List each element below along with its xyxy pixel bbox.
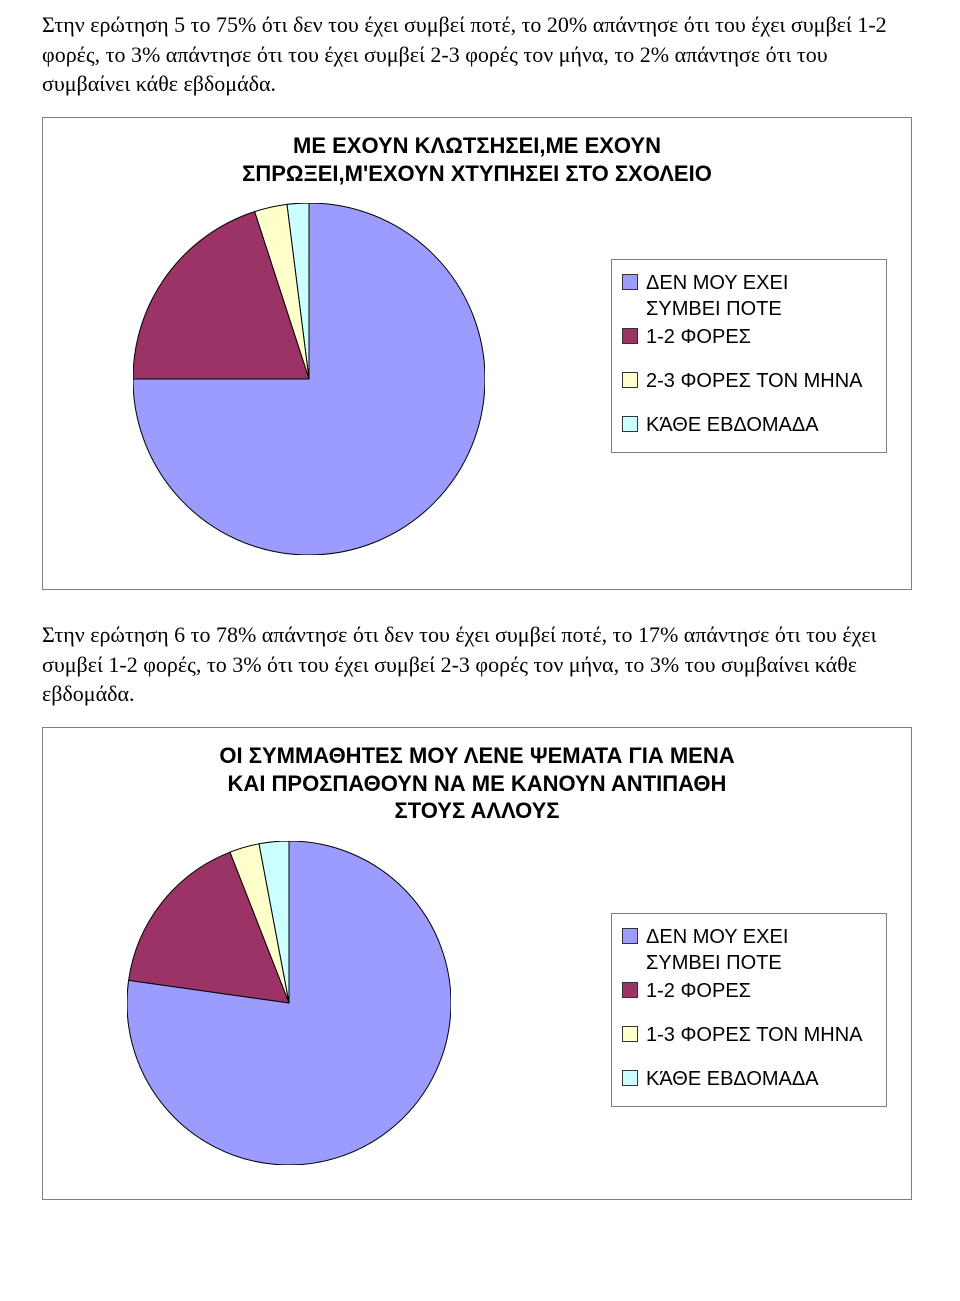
legend-item: 2-3 ΦΟΡΕΣ ΤΟΝ ΜΗΝΑ [622,368,872,394]
legend-item: ΚΆΘΕ ΕΒΔΟΜΑΔΑ [622,1066,872,1092]
legend-group: 1-3 ΦΟΡΕΣ ΤΟΝ ΜΗΝΑ [622,1022,872,1048]
chart-title-q5: ΜΕ ΕΧΟΥΝ ΚΛΩΤΣΗΣΕΙ,ΜΕ ΕΧΟΥΝ ΣΠΡΩΞΕΙ,Μ'ΕΧ… [43,132,911,187]
document-page: Στην ερώτηση 5 το 75% ότι δεν του έχει σ… [0,0,960,1301]
chart-frame-q5: ΜΕ ΕΧΟΥΝ ΚΛΩΤΣΗΣΕΙ,ΜΕ ΕΧΟΥΝ ΣΠΡΩΞΕΙ,Μ'ΕΧ… [42,117,912,590]
legend-swatch [622,1070,638,1086]
legend-swatch [622,328,638,344]
legend-label: ΔΕΝ ΜΟΥ ΕΧΕΙ ΣΥΜΒΕΙ ΠΟΤΕ [646,270,872,322]
paragraph-q5: Στην ερώτηση 5 το 75% ότι δεν του έχει σ… [42,10,918,99]
legend-swatch [622,1026,638,1042]
legend-swatch [622,928,638,944]
pie-holder-q5 [133,203,485,555]
legend-group: ΚΆΘΕ ΕΒΔΟΜΑΔΑ [622,1066,872,1092]
legend-item: 1-3 ΦΟΡΕΣ ΤΟΝ ΜΗΝΑ [622,1022,872,1048]
legend-label: 1-2 ΦΟΡΕΣ [646,978,872,1004]
legend-item: 1-2 ΦΟΡΕΣ [622,978,872,1004]
legend-label: 2-3 ΦΟΡΕΣ ΤΟΝ ΜΗΝΑ [646,368,872,394]
legend-item: ΔΕΝ ΜΟΥ ΕΧΕΙ ΣΥΜΒΕΙ ΠΟΤΕ [622,924,872,976]
legend-swatch [622,372,638,388]
legend-item: 1-2 ΦΟΡΕΣ [622,324,872,350]
chart-frame-q6: ΟΙ ΣΥΜΜΑΘΗΤΕΣ ΜΟΥ ΛΕΝΕ ΨΕΜΑΤΑ ΓΙΑ ΜΕΝΑ Κ… [42,727,912,1200]
legend-group: ΔΕΝ ΜΟΥ ΕΧΕΙ ΣΥΜΒΕΙ ΠΟΤΕ1-2 ΦΟΡΕΣ [622,270,872,350]
legend-swatch [622,982,638,998]
legend-label: 1-2 ΦΟΡΕΣ [646,324,872,350]
legend-item: ΚΆΘΕ ΕΒΔΟΜΑΔΑ [622,412,872,438]
legend-q5: ΔΕΝ ΜΟΥ ΕΧΕΙ ΣΥΜΒΕΙ ΠΟΤΕ1-2 ΦΟΡΕΣ 2-3 ΦΟΡ… [611,259,887,453]
legend-label: ΚΆΘΕ ΕΒΔΟΜΑΔΑ [646,1066,872,1092]
legend-label: 1-3 ΦΟΡΕΣ ΤΟΝ ΜΗΝΑ [646,1022,872,1048]
chart-body-q6: ΔΕΝ ΜΟΥ ΕΧΕΙ ΣΥΜΒΕΙ ΠΟΤΕ1-2 ΦΟΡΕΣ 1-3 ΦΟΡ… [43,835,911,1171]
legend-swatch [622,274,638,290]
legend-swatch [622,416,638,432]
legend-label: ΚΆΘΕ ΕΒΔΟΜΑΔΑ [646,412,872,438]
chart-title-q6: ΟΙ ΣΥΜΜΑΘΗΤΕΣ ΜΟΥ ΛΕΝΕ ΨΕΜΑΤΑ ΓΙΑ ΜΕΝΑ Κ… [43,742,911,825]
legend-group: ΔΕΝ ΜΟΥ ΕΧΕΙ ΣΥΜΒΕΙ ΠΟΤΕ1-2 ΦΟΡΕΣ [622,924,872,1004]
legend-group: 2-3 ΦΟΡΕΣ ΤΟΝ ΜΗΝΑ [622,368,872,394]
pie-holder-q6 [127,841,451,1165]
legend-group: ΚΆΘΕ ΕΒΔΟΜΑΔΑ [622,412,872,438]
legend-label: ΔΕΝ ΜΟΥ ΕΧΕΙ ΣΥΜΒΕΙ ΠΟΤΕ [646,924,872,976]
legend-item: ΔΕΝ ΜΟΥ ΕΧΕΙ ΣΥΜΒΕΙ ΠΟΤΕ [622,270,872,322]
legend-q6: ΔΕΝ ΜΟΥ ΕΧΕΙ ΣΥΜΒΕΙ ΠΟΤΕ1-2 ΦΟΡΕΣ 1-3 ΦΟΡ… [611,913,887,1107]
chart-body-q5: ΔΕΝ ΜΟΥ ΕΧΕΙ ΣΥΜΒΕΙ ΠΟΤΕ1-2 ΦΟΡΕΣ 2-3 ΦΟΡ… [43,197,911,561]
pie-chart [127,841,451,1165]
paragraph-q6: Στην ερώτηση 6 το 78% απάντησε ότι δεν τ… [42,620,918,709]
pie-chart [133,203,485,555]
